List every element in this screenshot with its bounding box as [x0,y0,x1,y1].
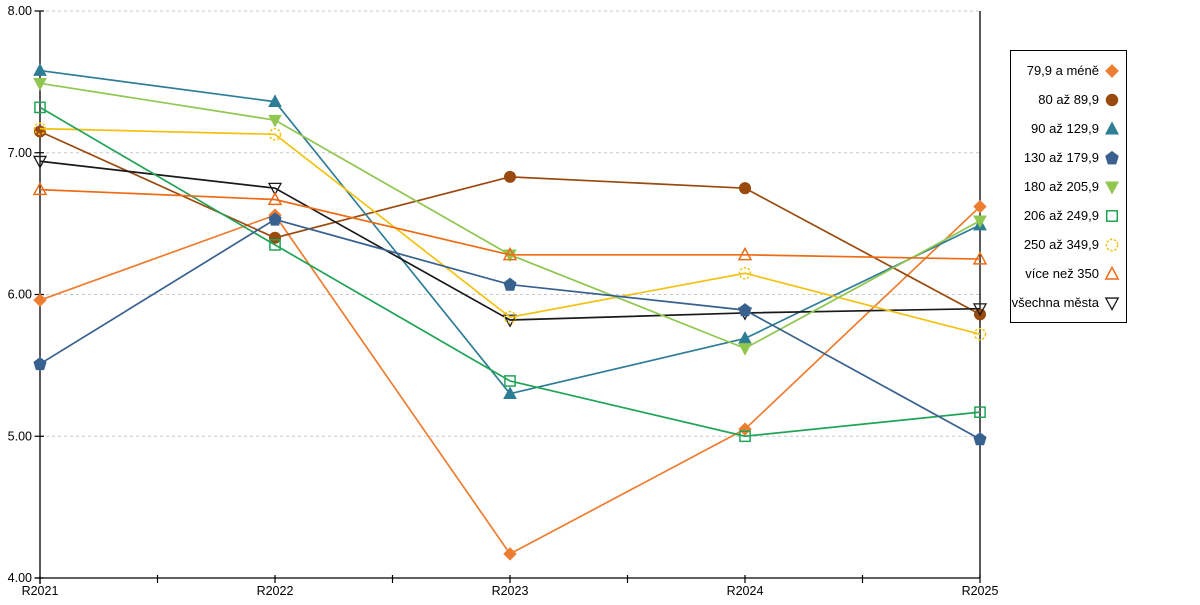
y-tick-label: 8.00 [8,4,32,18]
data-point-marker [268,114,282,128]
data-point-marker [33,63,47,76]
legend-item: více než 350 [1015,259,1120,288]
legend-marker-shape [1104,181,1120,195]
data-point-marker [738,331,752,344]
data-point-marker [269,239,281,251]
y-tick-label: 6.00 [8,288,32,302]
data-point-marker [33,122,47,135]
legend-item-label: 206 až 249,9 [1023,208,1099,223]
series-line [39,69,981,395]
legend-item-label: 130 až 179,9 [1023,150,1099,165]
legend-marker-shape [1105,238,1119,251]
legend-item: 79,9 a méně [1015,56,1120,85]
legend-item: všechna města [1011,288,1120,317]
data-point-marker [504,375,516,387]
series-line [39,106,981,438]
data-point-marker [268,212,282,226]
series-line [39,160,981,321]
data-point-marker [973,199,987,214]
legend-item: 180 až 205,9 [1015,172,1120,201]
legend-marker-shape [1105,93,1119,106]
legend-marker-icon [1104,296,1120,311]
legend-marker-shape [1104,265,1120,280]
data-point-marker [34,101,46,114]
legend-item: 90 až 129,9 [1015,114,1120,143]
data-point-marker [737,246,753,261]
legend-marker-icon [1104,181,1120,195]
data-point-marker [502,246,518,261]
data-point-marker [267,182,283,196]
legend-marker-shape [1104,296,1120,311]
data-point-marker [503,277,517,291]
data-point-marker [974,406,986,419]
data-point-marker [503,547,517,561]
legend: 79,9 a méně 80 až 89,9 90 až 129,9 130 až 1… [1010,50,1127,323]
legend-marker-shape [1105,209,1119,222]
data-point-marker [973,432,987,446]
legend-item-label: 250 až 349,9 [1023,237,1099,252]
data-point-marker [973,327,987,341]
series-line [39,127,981,336]
data-point-marker [503,386,517,400]
data-point-marker [972,303,988,317]
legend-marker-shape [1105,150,1119,164]
data-point-marker [738,266,752,280]
legend-item-label: 80 až 89,9 [1038,92,1099,107]
legend-item: 130 až 179,9 [1015,143,1120,172]
legend-marker-icon [1105,93,1119,106]
series-line [39,82,981,350]
legend-marker-icon [1105,63,1119,78]
data-point-marker [972,251,988,265]
data-point-marker [503,310,517,324]
legend-item: 250 až 349,9 [1015,230,1120,259]
data-point-marker [268,128,282,141]
data-point-marker [267,191,283,206]
legend-item-label: 79,9 a méně [1026,63,1099,78]
legend-marker-icon [1104,265,1120,280]
series-line [39,188,981,260]
legend-item-label: více než 350 [1025,266,1099,281]
x-tick-label: R2021 [22,584,59,598]
data-point-marker [739,430,751,443]
x-tick-label: R2022 [257,584,294,598]
legend-marker-icon [1105,150,1119,164]
x-tick-label: R2024 [727,584,764,598]
data-point-marker [32,181,48,196]
data-point-marker [268,94,282,108]
data-point-marker [33,77,47,91]
legend-marker-icon [1104,120,1120,134]
data-point-marker [268,231,282,244]
y-tick-label: 4.00 [8,571,32,585]
data-point-marker [738,303,752,317]
data-point-marker [33,357,47,371]
y-tick-label: 7.00 [8,146,32,160]
legend-item-label: 180 až 205,9 [1023,179,1099,194]
legend-item-label: všechna města [1011,295,1099,310]
legend-item: 80 až 89,9 [1015,85,1120,114]
legend-marker-icon [1105,238,1119,251]
legend-item-label: 90 až 129,9 [1031,121,1099,136]
data-point-marker [738,422,752,436]
data-point-marker [503,170,517,183]
legend-item: 206 až 249,9 [1015,201,1120,230]
y-tick-label: 5.00 [8,429,32,443]
data-point-marker [738,182,752,195]
legend-marker-icon [1105,209,1119,222]
legend-marker-shape [1105,63,1119,78]
x-tick-label: R2023 [492,584,529,598]
data-point-marker [33,293,47,307]
legend-marker-shape [1104,120,1120,134]
x-tick-label: R2025 [962,584,999,598]
data-point-marker [32,155,48,169]
data-point-marker [502,314,518,328]
data-point-marker [973,215,987,229]
data-point-marker [738,343,752,356]
